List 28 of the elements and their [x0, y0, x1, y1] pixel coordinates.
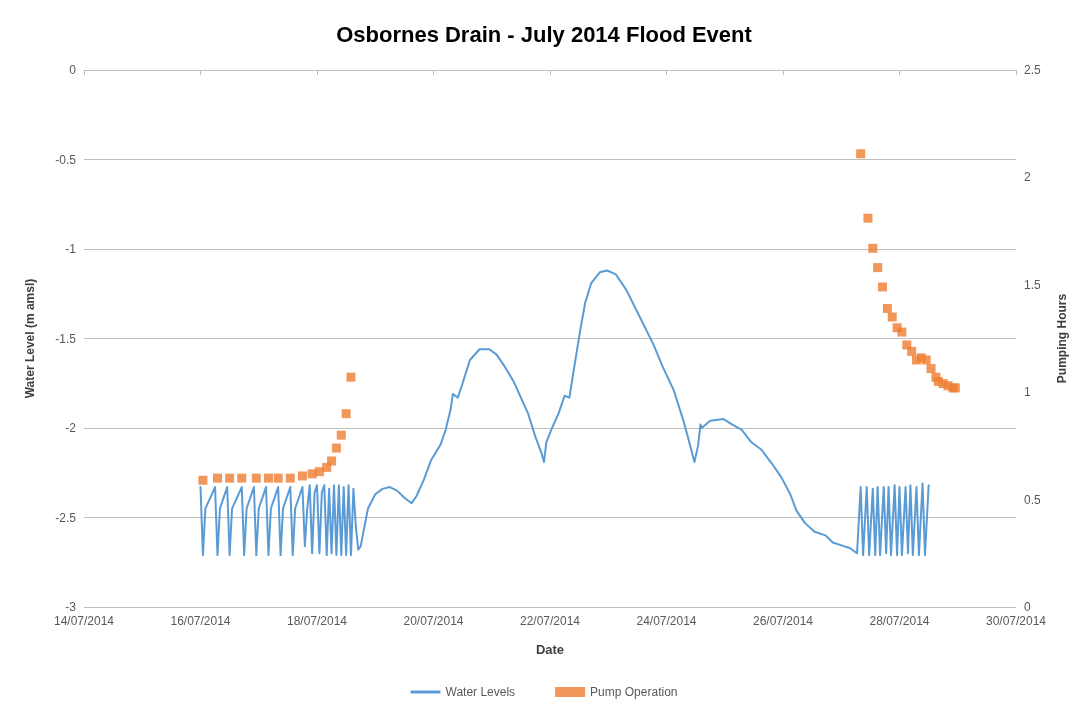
- x-tick-label: 26/07/2014: [752, 614, 814, 628]
- chart-title: Osbornes Drain - July 2014 Flood Event: [336, 21, 753, 47]
- y2-tick-label: 2: [1024, 170, 1031, 185]
- y-tick-label: -1.5: [55, 331, 77, 346]
- x-tick-label: 28/07/2014: [869, 614, 930, 628]
- x-tick-label: 30/07/2014: [985, 614, 1047, 628]
- y-tick-label: -3: [65, 600, 77, 614]
- legend-label: Pump Operation: [590, 685, 678, 699]
- y2-axis-title: Pumping Hours: [1055, 293, 1069, 384]
- x-tick-label: 24/07/2014: [636, 614, 697, 628]
- y-tick-label: -2.5: [55, 510, 77, 525]
- x-tick-label: 14/07/2014: [53, 614, 115, 628]
- y2-tick-label: 1.5: [1024, 277, 1042, 292]
- y-tick-label: -2: [65, 421, 77, 435]
- y2-tick-label: 1: [1024, 385, 1031, 400]
- x-tick-label: 18/07/2014: [286, 614, 348, 628]
- legend-label: Water Levels: [445, 685, 516, 699]
- y2-tick-label: 2.5: [1024, 63, 1042, 77]
- y2-tick-label: 0.5: [1024, 492, 1042, 507]
- y-tick-label: 0: [69, 63, 77, 77]
- x-axis-title: Date: [535, 642, 565, 657]
- y2-tick-label: 0: [1024, 600, 1031, 614]
- x-tick-label: 16/07/2014: [170, 614, 231, 628]
- x-tick-label: 20/07/2014: [403, 614, 464, 628]
- y-axis-title: Water Level (m amsl): [23, 278, 37, 399]
- y-tick-label: -0.5: [55, 152, 77, 167]
- y-tick-label: -1: [65, 242, 77, 256]
- x-tick-label: 22/07/2014: [519, 614, 581, 628]
